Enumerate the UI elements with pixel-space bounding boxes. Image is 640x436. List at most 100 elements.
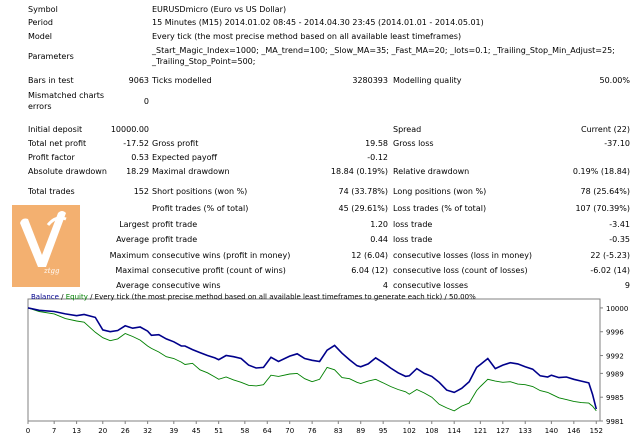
x-tick-label: 58 [240,427,249,435]
average-consec-wins-label: consecutive wins [152,281,221,290]
ticks-label: Ticks modelled [152,76,212,85]
x-tick-label: 152 [590,427,603,435]
balance-line [27,307,598,410]
x-tick-label: 26 [121,427,130,435]
symbol-label: Symbol [28,5,58,14]
gross-profit-value: 19.58 [365,139,388,148]
maximal-consec-profit-value: 6.04 (12) [351,266,388,275]
mismatch-value: 0 [143,97,149,106]
spread-label: Spread [393,125,422,134]
quality-value: 50.00% [599,76,630,85]
largest-loss-trade-label: loss trade [393,220,433,229]
average-consec-losses-value: 9 [624,281,630,290]
x-tick-label: 13 [72,427,81,435]
x-tick-label: 64 [263,427,272,435]
parameters-line-2: _Trailing_Stop_Point=500; [152,57,256,66]
x-tick-label: 76 [308,427,317,435]
x-tick-label: 95 [379,427,388,435]
bars-value: 9063 [128,76,149,85]
total-trades-label: Total trades [28,187,75,196]
profit-trades-label: Profit trades (% of total) [152,204,249,213]
maximal-consec-loss-value: -6.02 (14) [590,266,630,275]
loss-trades-value: 107 (70.39%) [575,204,630,213]
y-tick-label: 9996 [606,329,624,337]
long-positions-label: Long positions (won %) [393,187,487,196]
y-tick-label: 9992 [606,353,624,361]
x-tick-label: 39 [169,427,178,435]
relative-drawdown-label: Relative drawdown [393,167,470,176]
maximal-label: Maximal [115,266,149,275]
x-tick-label: 0 [26,427,30,435]
x-tick-label: 114 [448,427,462,435]
period-value: 15 Minutes (M15) 2014.01.02 08:45 - 2014… [152,18,484,27]
model-value: Every tick (the most precise method base… [152,32,462,41]
model-label: Model [28,32,53,41]
average-consec-losses-label: consecutive losses [393,281,469,290]
y-tick-label: 10000 [606,305,628,313]
average-profit-trade-value: 0.44 [370,235,388,244]
legend-description: / Every tick (the most precise method ba… [88,293,476,301]
gross-loss-label: Gross loss [393,139,434,148]
y-tick-label: 9989 [606,370,624,378]
profit-factor-value: 0.53 [131,153,149,162]
mismatch-label-2: errors [28,102,52,111]
maximal-drawdown-value: 18.84 (0.19%) [330,167,388,176]
chart-legend: Balance / Equity / Every tick (the most … [31,293,476,301]
average-label: Average [116,235,149,244]
average-consec-wins-value: 4 [382,281,388,290]
net-profit-label: Total net profit [28,139,87,148]
absolute-drawdown-value: 18.29 [126,167,149,176]
absolute-drawdown-label: Absolute drawdown [28,167,107,176]
ticks-value: 3280393 [352,76,388,85]
max-consec-losses-value: 22 (-5.23) [590,251,630,260]
profit-factor-label: Profit factor [28,153,75,162]
parameters-label: Parameters [28,52,74,61]
quality-label: Modelling quality [393,76,462,85]
average-consec-label: Average [116,281,149,290]
max-consec-losses-label: consecutive losses (loss in money) [393,251,533,260]
balance-equity-chart: Balance / Equity / Every tick (the most … [26,293,629,435]
short-positions-value: 74 (33.78%) [338,187,388,196]
gross-loss-value: -37.10 [604,139,630,148]
x-tick-label: 51 [214,427,223,435]
short-positions-label: Short positions (won %) [152,187,248,196]
y-tick-label: 9981 [606,418,624,426]
long-positions-value: 78 (25.64%) [580,187,630,196]
x-tick-label: 140 [545,427,558,435]
total-trades-value: 152 [133,187,149,196]
deposit-value: 10000.00 [110,125,149,134]
x-tick-label: 133 [519,427,532,435]
legend-equity: Equity [66,293,88,301]
parameters-line-1: _Start_Magic_Index=1000; _MA_trend=100; … [152,46,615,55]
maximal-consec-loss-label: consecutive loss (count of losses) [393,266,528,275]
deposit-label: Initial deposit [28,125,83,134]
max-consec-wins-value: 12 (6.04) [351,251,388,260]
logo-subtext: ztgg [44,267,60,275]
y-tick-label: 9985 [606,394,624,402]
maximal-drawdown-label: Maximal drawdown [152,167,230,176]
maximal-consec-profit-label: consecutive profit (count of wins) [152,266,286,275]
x-tick-label: 7 [52,427,56,435]
gross-profit-label: Gross profit [152,139,199,148]
x-tick-label: 89 [356,427,365,435]
logo-v-icon [20,211,67,267]
x-tick-label: 102 [403,427,416,435]
largest-profit-trade-value: 1.20 [370,220,388,229]
period-label: Period [28,18,53,27]
spread-value: Current (22) [580,125,630,134]
largest-profit-trade-label: profit trade [152,220,198,229]
largest-label: Largest [119,220,149,229]
profit-trades-value: 45 (29.61%) [338,204,388,213]
x-tick-label: 146 [567,427,581,435]
x-tick-label: 127 [496,427,509,435]
relative-drawdown-value: 0.19% (18.84) [572,167,630,176]
mismatch-label-1: Mismatched charts [28,91,105,100]
legend-balance: Balance [31,293,59,301]
max-consec-wins-label: consecutive wins (profit in money) [152,251,291,260]
site-logo: ztgg [12,205,80,287]
average-profit-trade-label: profit trade [152,235,198,244]
average-loss-trade-value: -0.35 [609,235,630,244]
symbol-value: EURUSDmicro (Euro vs US Dollar) [152,5,287,14]
net-profit-value: -17.52 [123,139,149,148]
x-tick-label: 20 [98,427,107,435]
